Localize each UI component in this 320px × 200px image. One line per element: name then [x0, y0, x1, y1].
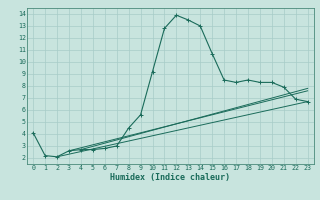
X-axis label: Humidex (Indice chaleur): Humidex (Indice chaleur) [110, 173, 230, 182]
